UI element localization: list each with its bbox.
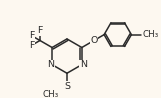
Text: N: N xyxy=(47,60,54,69)
Text: F: F xyxy=(29,31,34,40)
Text: CH₃: CH₃ xyxy=(143,30,159,39)
Text: F: F xyxy=(29,41,34,50)
Text: N: N xyxy=(80,60,87,69)
Text: CH₃: CH₃ xyxy=(42,90,58,98)
Text: F: F xyxy=(37,26,43,35)
Text: O: O xyxy=(90,36,98,45)
Text: S: S xyxy=(64,82,70,91)
